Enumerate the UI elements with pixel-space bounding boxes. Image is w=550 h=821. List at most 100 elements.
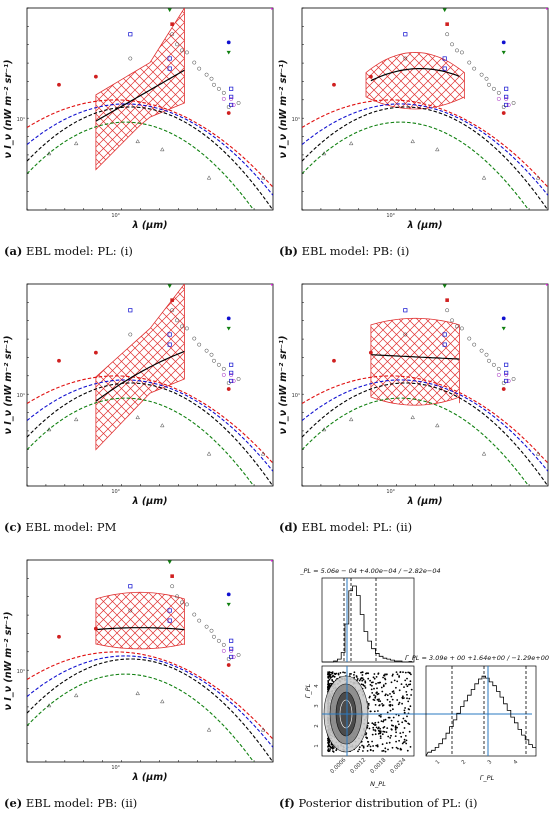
g-tick-label: 4 [314,684,320,688]
data-point [170,308,175,313]
data-point [450,318,455,323]
data-point [504,370,509,375]
data-point [229,370,234,375]
data-point [455,48,459,53]
uncertainty-band [95,591,185,650]
data-point [221,642,226,647]
data-point [472,66,477,71]
caption-c-letter: (c) [4,520,22,534]
best-fit-line [370,354,460,360]
data-point [229,94,234,99]
data-point [226,111,231,115]
data-point [487,358,491,363]
data-point [410,138,415,144]
data-point [442,8,447,13]
data-point [501,105,506,109]
data-point [535,451,541,456]
data-point [212,634,216,639]
n-tick-label: 0.0006 [330,757,348,775]
data-point [229,86,234,91]
data-point [221,372,226,377]
data-point [467,336,472,341]
x-axis-label: λ (μm) [132,772,168,783]
caption-c-text: EBL model: PM [25,520,117,534]
caption-f-text: Posterior distribution of PL: (i) [298,796,478,810]
caption-d: (d) EBL model: PL: (ii) [279,520,412,534]
data-point [501,387,506,391]
data-point [167,332,172,337]
data-point [459,50,464,55]
data-point [209,76,214,81]
data-point [229,96,234,101]
data-point [231,379,236,383]
caption-a: (a) EBL model: PL: (i) [4,244,133,258]
x-axis-label: λ (μm) [407,220,443,231]
best-fit-line [95,627,185,631]
data-point [216,86,221,91]
data-point [496,372,501,377]
model-red-curve [27,99,273,188]
model-red-curve [302,99,548,188]
data-point [175,318,180,323]
data-point [501,111,506,115]
caption-b-text: EBL model: PB: (i) [301,244,410,258]
plot-area [27,8,273,210]
data-point [236,376,241,381]
data-point [481,175,487,180]
data-point [442,284,447,289]
data-point [73,141,79,146]
data-point [226,657,231,661]
caption-a-letter: (a) [4,244,23,258]
data-point [445,22,449,26]
data-point [445,298,449,302]
plot-area [27,560,273,762]
data-point [226,50,231,55]
data-point [368,74,373,79]
data-point [496,90,501,95]
data-point [206,451,212,456]
best-fit-line [95,69,185,122]
caption-f: (f) Posterior distribution of PL: (i) [279,796,477,810]
data-point [511,100,516,105]
data-point [128,608,133,613]
data-point [46,151,52,156]
data-point [46,427,52,432]
data-point [160,699,165,704]
data-point [221,96,226,101]
data-point [226,105,231,109]
plot-frame [301,7,549,211]
caption-e: (e) EBL model: PB: (ii) [4,796,137,810]
data-point [226,381,231,385]
model-red-curve [27,375,273,464]
data-point [496,366,501,371]
data-point [206,175,212,180]
g-hist-axis-label: Γ_PL [480,774,495,782]
n-tick-label: 0.0012 [350,757,368,775]
data-point [459,326,464,331]
data-point [175,594,180,599]
x-tick-label: 10⁰ [386,213,394,219]
ebl-plot-c: 10¹ 10⁰ ν I_ν (nW m⁻² sr⁻¹) λ (μm) [3,283,274,507]
data-point [229,648,234,653]
data-point [481,451,487,456]
data-point [270,284,273,287]
g-histogram [425,675,536,757]
ebl-plot-d: 10¹ 10⁰ ν I_ν (nW m⁻² sr⁻¹) λ (μm) [278,283,549,507]
g-hist-tick-label: 1 [435,759,442,766]
caption-d-text: EBL model: PL: (ii) [301,520,413,534]
data-point [135,138,140,144]
ebl-plot-a: 10¹ 10⁰ ν I_ν (nW m⁻² sr⁻¹) λ (μm) [3,7,274,231]
data-point [73,693,79,698]
data-point [260,727,266,732]
data-point [545,8,548,11]
data-point [504,362,509,367]
data-point [167,8,172,13]
data-point [501,40,506,45]
data-point [167,284,172,289]
data-point [403,308,408,313]
data-point [128,32,133,37]
data-point [184,50,189,55]
data-point [511,376,516,381]
plot-frame [26,283,274,487]
model-green-curve [27,397,255,486]
